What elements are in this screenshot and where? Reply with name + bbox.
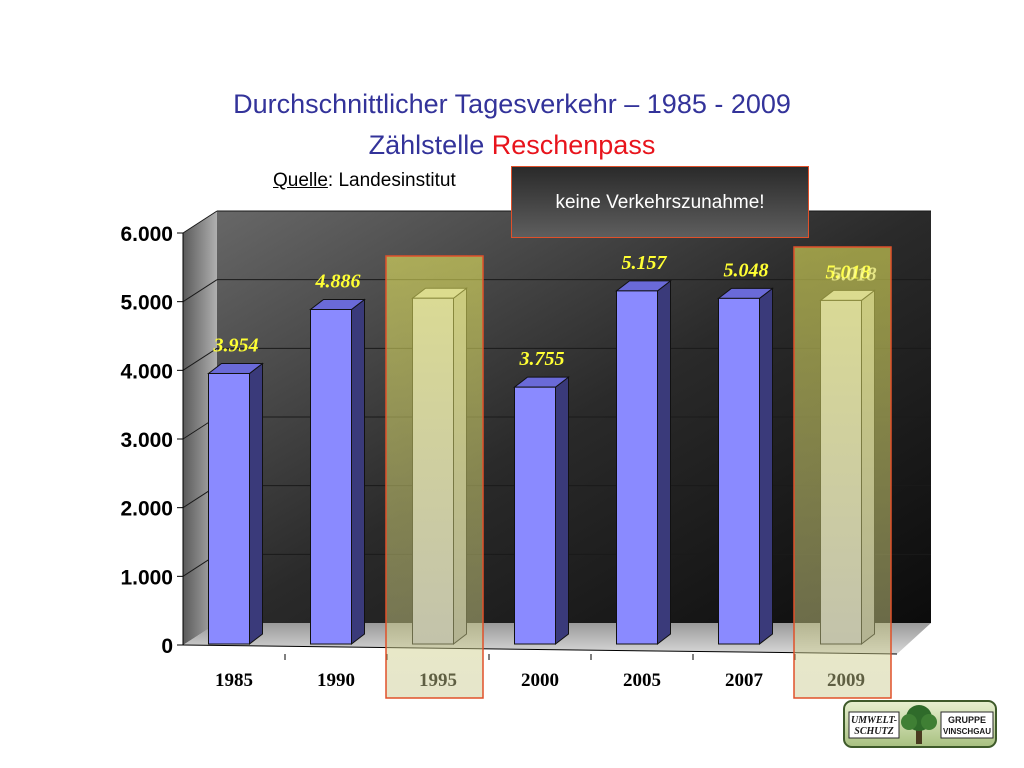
source-label: Quelle [273, 170, 328, 191]
bar-side [759, 287, 773, 646]
highlight-box [793, 246, 892, 699]
bar-side [657, 279, 671, 646]
bar [514, 386, 556, 645]
bar-side [351, 298, 365, 646]
x-axis [182, 644, 898, 655]
y-tick-label: 5.000 [120, 292, 173, 315]
bar [208, 372, 250, 645]
x-tick-label: 1985 [215, 670, 253, 691]
data-label: 5.018 [832, 263, 877, 285]
gridline-side [182, 347, 218, 371]
tree-icon [901, 705, 937, 744]
data-label: 4.886 [315, 270, 361, 292]
data-label: 3.755 [519, 348, 565, 370]
subtitle-prefix: Zählstelle [368, 130, 492, 160]
gridline-side [182, 279, 218, 303]
callout-box: keine Verkehrszunahme! [511, 166, 809, 238]
data-label: 3.954 [213, 334, 259, 356]
bar [718, 297, 760, 645]
source-line: Quelle: Landesinstitut [273, 170, 456, 192]
bar-side [249, 362, 263, 646]
x-tick-label: 2000 [521, 670, 559, 691]
y-tick-label: 4.000 [120, 360, 173, 383]
logo: UMWELT- SCHUTZ GRUPPE VINSCHGAU [843, 700, 997, 748]
y-tick-label: 1.000 [120, 566, 173, 589]
y-tick-label: 3.000 [120, 429, 173, 452]
chart-title: Durchschnittlicher Tagesverkehr – 1985 -… [233, 89, 791, 119]
logo-text-left-top: UMWELT- [851, 715, 897, 726]
source-text: : Landesinstitut [327, 170, 456, 191]
subtitle-highlight: Reschenpass [491, 130, 656, 160]
highlight-box [385, 255, 484, 699]
logo-text-left-bottom: SCHUTZ [854, 726, 893, 737]
bar [616, 290, 658, 645]
chart-subtitle: Zählstelle Reschenpass [0, 128, 1024, 162]
data-label: 5.048 [724, 259, 769, 281]
data-label: 5.157 [622, 252, 668, 274]
bar [310, 308, 352, 645]
logo-text-right-top: GRUPPE [948, 715, 986, 725]
y-tick-label: 0 [161, 635, 173, 658]
y-tick-label: 2.000 [120, 498, 173, 521]
x-tick-label: 2005 [623, 670, 661, 691]
logo-text-right-bottom: VINSCHGAU [943, 727, 991, 736]
x-tick-label: 1990 [317, 670, 355, 691]
gridline-side [182, 210, 218, 234]
bar-side [555, 376, 569, 646]
y-tick-label: 6.000 [120, 223, 173, 246]
x-tick-label: 2007 [725, 670, 764, 691]
